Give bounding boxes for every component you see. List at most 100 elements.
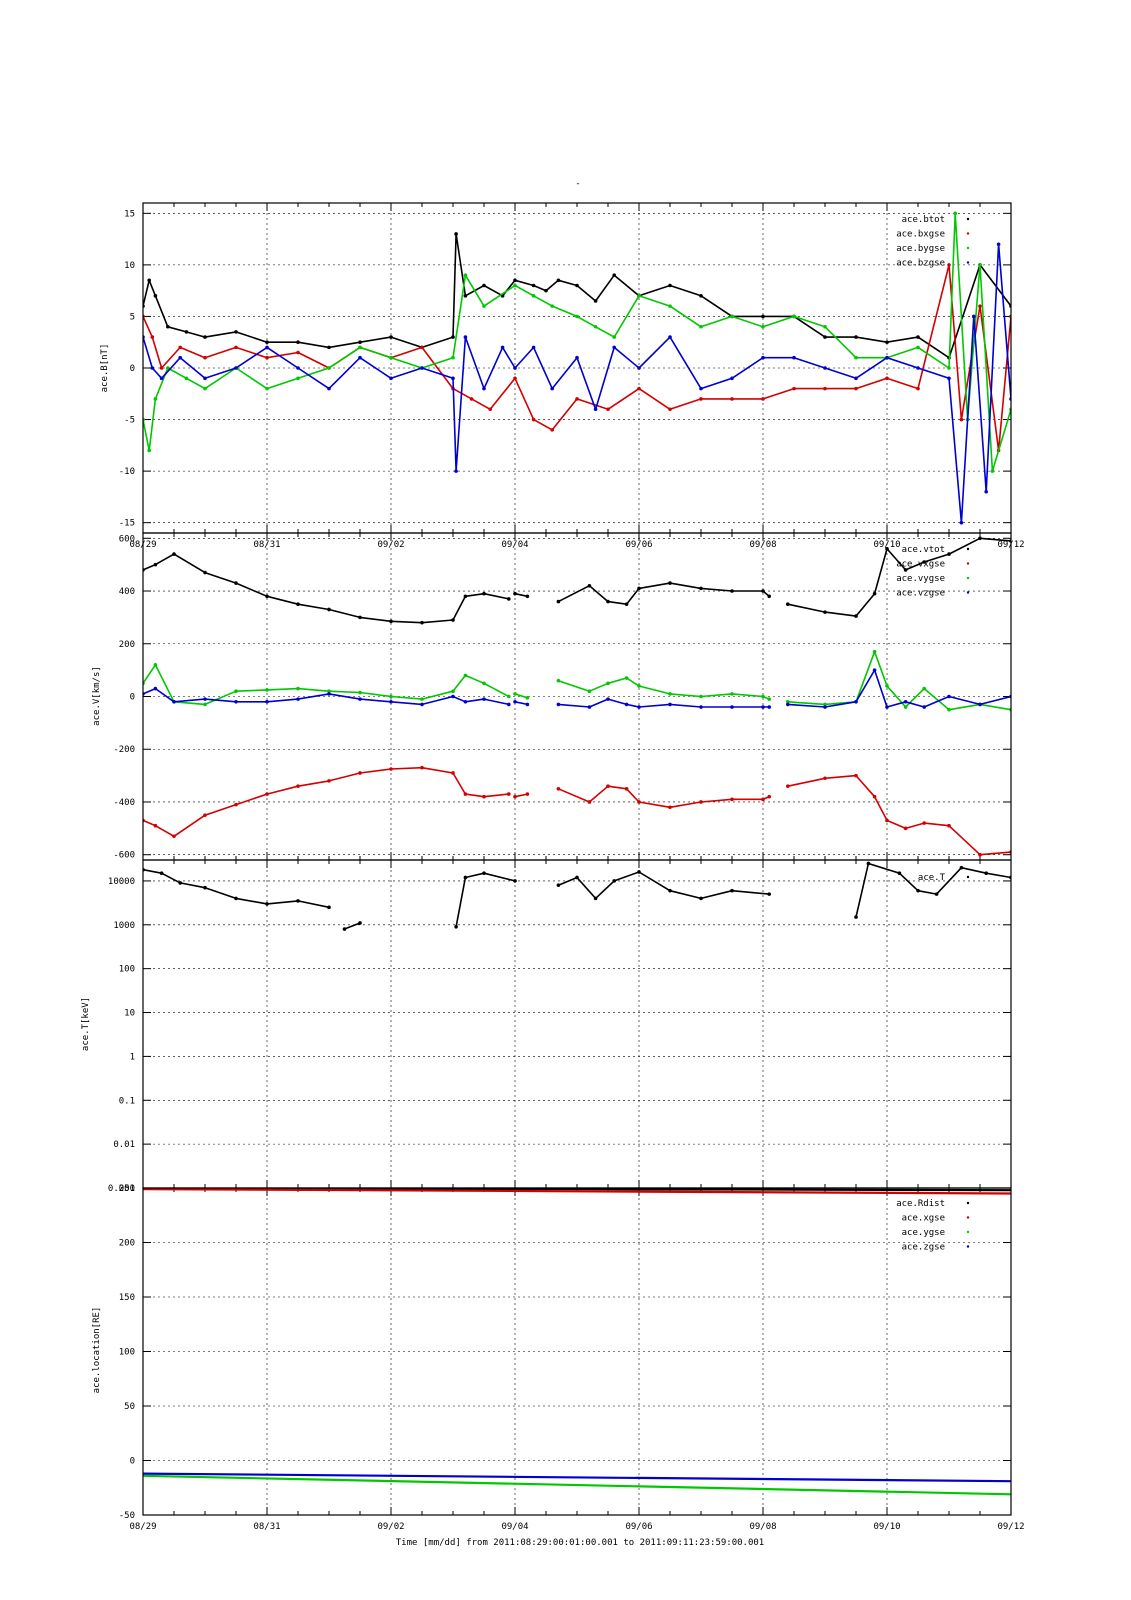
- data-point: [153, 294, 158, 298]
- data-point: [767, 594, 771, 599]
- legend-entry-ace-bzgse: ace.bzgse: [896, 259, 945, 269]
- data-point: [947, 376, 951, 381]
- data-point: [358, 340, 362, 345]
- data-point: [513, 366, 517, 370]
- data-point: [327, 905, 331, 910]
- data-point: [234, 802, 238, 807]
- data-point: [513, 376, 517, 381]
- legend-marker: [966, 875, 970, 879]
- data-point: [953, 211, 957, 216]
- data-point: [327, 386, 331, 391]
- series-line-ace-vzgse: [558, 698, 770, 708]
- data-point: [767, 794, 771, 799]
- data-point: [482, 697, 486, 701]
- data-point: [203, 335, 207, 339]
- series-line-ace-t: [855, 862, 1011, 918]
- data-point: [531, 294, 536, 298]
- data-point: [922, 560, 926, 564]
- legend-entry-ace-bygse: ace.bygse: [896, 244, 945, 254]
- data-point: [234, 699, 238, 704]
- data-point: [234, 581, 238, 585]
- data-point: [587, 583, 592, 588]
- legend-entry-ace-zgse: ace.zgse: [902, 1243, 945, 1253]
- data-point: [556, 678, 561, 683]
- data-point: [575, 355, 579, 360]
- series-line-ace-vzgse: [787, 669, 1011, 708]
- data-point: [885, 547, 889, 551]
- legend-marker: [966, 562, 970, 565]
- data-point: [482, 283, 486, 288]
- data-point: [454, 232, 458, 236]
- series-line-ace-vxgse: [558, 785, 770, 809]
- data-point: [184, 376, 189, 381]
- data-point: [854, 386, 858, 391]
- data-point: [525, 594, 530, 599]
- data-point: [730, 397, 734, 401]
- data-point: [463, 273, 468, 277]
- data-point: [587, 689, 592, 694]
- data-point: [178, 881, 182, 885]
- data-point: [296, 376, 300, 381]
- legend-entry-ace-vxgse: ace.vxgse: [896, 560, 945, 570]
- data-point: [637, 705, 641, 709]
- y-tick-label: 600: [119, 534, 135, 544]
- legend-entry-ace-btot: ace.btot: [902, 215, 945, 225]
- data-point: [150, 335, 155, 339]
- series-line-ace-vygse: [787, 650, 1011, 711]
- data-point: [153, 562, 158, 567]
- y-tick-label: 200: [119, 640, 135, 650]
- data-point: [624, 702, 629, 707]
- y-tick-label: -200: [113, 745, 135, 755]
- data-point: [903, 826, 908, 831]
- data-point: [234, 345, 238, 350]
- y-tick-label: 1: [130, 1052, 135, 1062]
- data-point: [854, 355, 858, 360]
- data-point: [420, 345, 424, 350]
- legend-marker: [966, 1201, 970, 1205]
- series-line-ace-vtot: [787, 537, 1011, 617]
- data-point: [575, 875, 579, 880]
- data-point: [761, 589, 765, 593]
- data-point: [184, 330, 189, 334]
- data-point: [234, 330, 238, 334]
- panel-location: 250 200 150 100 50 0 -50 ace.Rdist ace.xgse ace.y…: [92, 1184, 1025, 1532]
- data-point: [420, 366, 424, 370]
- data-point: [885, 684, 889, 688]
- legend-entry-ace-xgse: ace.xgse: [902, 1214, 945, 1224]
- data-point: [451, 618, 455, 622]
- data-point: [153, 686, 158, 691]
- data-point: [990, 469, 995, 473]
- y-tick-label: 0.1: [119, 1096, 135, 1106]
- data-point: [637, 386, 641, 391]
- data-point: [903, 705, 908, 709]
- data-point: [947, 263, 951, 267]
- data-point: [947, 823, 951, 828]
- data-point: [463, 594, 468, 599]
- data-point: [265, 594, 269, 599]
- data-point: [159, 366, 164, 370]
- y-tick-label: 0: [130, 693, 135, 703]
- series-ace-vtot: [143, 536, 1011, 625]
- data-point: [178, 355, 182, 360]
- data-point: [358, 921, 362, 925]
- data-point: [296, 350, 300, 355]
- data-point: [761, 694, 765, 699]
- y-tick-label: -400: [113, 798, 135, 808]
- data-point: [265, 688, 269, 692]
- series-ace-xgse: [143, 1188, 1011, 1195]
- data-point: [389, 694, 393, 699]
- data-point: [637, 684, 641, 688]
- series-ace-t: [143, 861, 1011, 931]
- data-point: [513, 692, 517, 696]
- data-point: [172, 834, 176, 839]
- data-point: [668, 283, 672, 288]
- data-point: [296, 686, 300, 691]
- data-point: [872, 794, 877, 799]
- data-point: [823, 610, 827, 614]
- data-point: [556, 278, 561, 283]
- x-axis-footer: Time [mm/dd] from 2011:08:29:00:01:00.00…: [396, 1538, 764, 1548]
- data-point: [823, 366, 827, 370]
- data-point: [265, 340, 269, 345]
- data-point: [612, 335, 616, 339]
- y-tick-label: 100: [119, 965, 135, 975]
